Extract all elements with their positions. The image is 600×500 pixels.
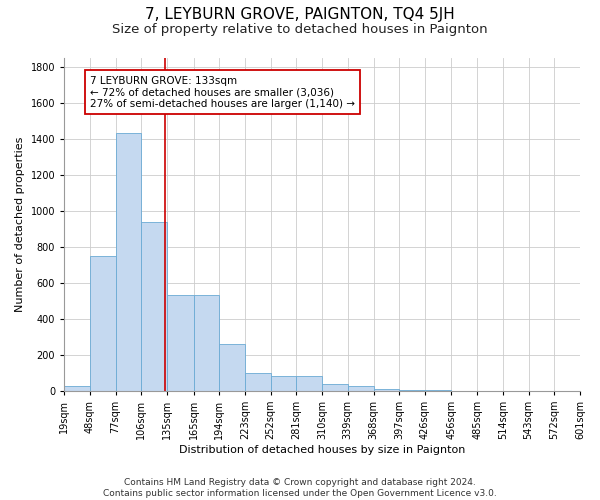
Text: Size of property relative to detached houses in Paignton: Size of property relative to detached ho… [112,22,488,36]
Bar [116,133,142,391]
Text: 7 LEYBURN GROVE: 133sqm
← 72% of detached houses are smaller (3,036)
27% of semi: 7 LEYBURN GROVE: 133sqm ← 72% of detache… [90,76,355,108]
Text: Contains HM Land Registry data © Crown copyright and database right 2024.
Contai: Contains HM Land Registry data © Crown c… [103,478,497,498]
Bar [167,296,194,391]
X-axis label: Distribution of detached houses by size in Paignton: Distribution of detached houses by size … [179,445,465,455]
Text: 7, LEYBURN GROVE, PAIGNTON, TQ4 5JH: 7, LEYBURN GROVE, PAIGNTON, TQ4 5JH [145,8,455,22]
Bar [296,376,322,391]
Bar [90,256,116,391]
Bar [425,390,451,391]
Bar [374,389,399,391]
Bar [399,390,425,391]
Bar [348,386,374,391]
Bar [220,344,245,391]
Bar [64,386,90,391]
Bar [245,373,271,391]
Y-axis label: Number of detached properties: Number of detached properties [15,136,25,312]
Bar [271,376,296,391]
Bar [322,384,348,391]
Bar [142,222,167,391]
Bar [194,296,220,391]
